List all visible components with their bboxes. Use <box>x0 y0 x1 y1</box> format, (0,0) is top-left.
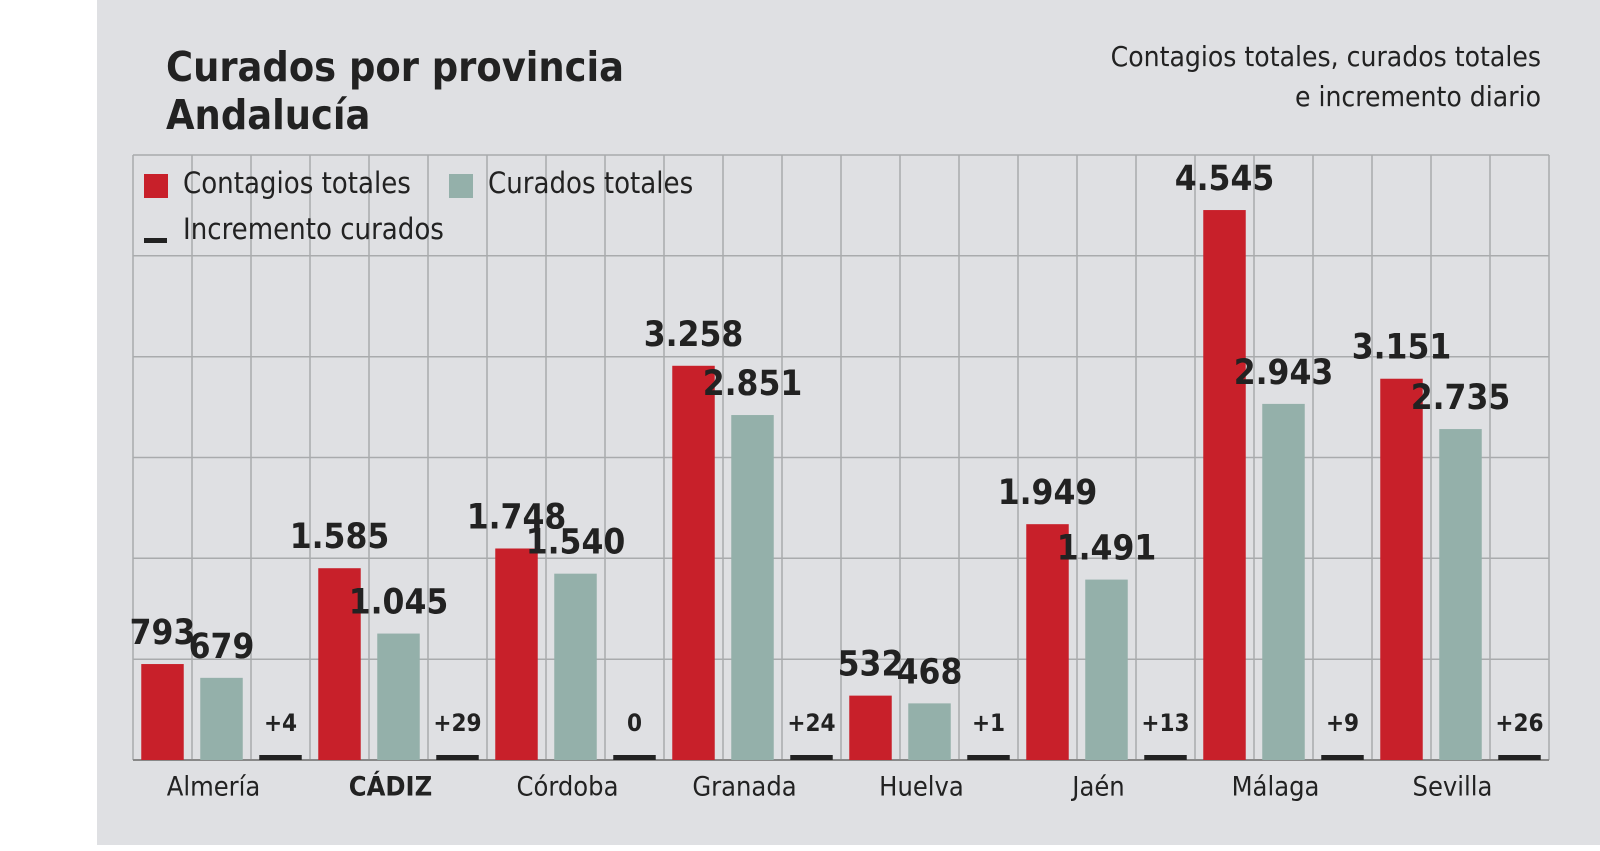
x-tick-label: Almería <box>167 772 261 803</box>
x-tick-label: CÁDIZ <box>349 771 432 803</box>
value-label: +13 <box>1141 709 1189 737</box>
increment-dash <box>1144 755 1187 760</box>
legend-label: Contagios totales <box>183 166 411 200</box>
increment-dash <box>259 755 302 760</box>
bar <box>1262 403 1305 760</box>
value-label: 679 <box>189 627 255 667</box>
x-tick-label: Huelva <box>879 772 964 803</box>
value-label: 2.851 <box>703 364 803 404</box>
value-label: 2.943 <box>1234 353 1334 393</box>
bar <box>1085 579 1128 760</box>
value-label: 4.545 <box>1175 159 1275 199</box>
bar <box>1203 210 1246 760</box>
bar <box>672 365 715 760</box>
legend-label: Curados totales <box>488 166 693 200</box>
bar <box>495 548 538 760</box>
x-tick-label: Córdoba <box>517 772 619 803</box>
legend-swatch <box>144 174 168 198</box>
bar <box>318 568 361 760</box>
bar <box>1439 429 1482 760</box>
chart-title: Andalucía <box>166 91 370 139</box>
bar <box>141 664 184 760</box>
increment-dash <box>1498 755 1541 760</box>
value-label: +29 <box>433 709 481 737</box>
value-label: 532 <box>838 645 904 685</box>
chart-title: Curados por provincia <box>166 43 624 91</box>
legend-swatch <box>449 174 473 198</box>
value-label: +9 <box>1326 709 1359 737</box>
bar <box>1380 378 1423 760</box>
value-label: 3.258 <box>644 315 744 355</box>
value-label: 0 <box>627 709 642 737</box>
increment-dash <box>613 755 656 760</box>
bar <box>200 677 243 760</box>
x-tick-label: Sevilla <box>1413 772 1493 803</box>
increment-dash <box>790 755 833 760</box>
x-tick-label: Granada <box>692 772 796 803</box>
increment-dash <box>967 755 1010 760</box>
value-label: 1.491 <box>1057 529 1157 569</box>
value-label: 1.585 <box>290 517 390 557</box>
bar <box>1026 524 1069 760</box>
bar <box>908 703 951 760</box>
x-tick-label: Málaga <box>1232 772 1320 803</box>
x-tick-label: Jaén <box>1070 772 1124 803</box>
value-label: 468 <box>897 652 963 692</box>
value-label: 1.949 <box>998 473 1098 513</box>
subtitle: e incremento diario <box>1295 80 1541 113</box>
value-label: 793 <box>130 613 196 653</box>
value-label: 1.540 <box>526 523 626 563</box>
bar <box>849 695 892 760</box>
value-label: 1.748 <box>467 497 567 537</box>
increment-dash <box>1321 755 1364 760</box>
subtitle: Contagios totales, curados totales <box>1111 40 1541 73</box>
bar <box>731 415 774 760</box>
value-label: 3.151 <box>1352 328 1452 368</box>
value-label: 2.735 <box>1411 378 1511 418</box>
legend-swatch <box>144 238 167 243</box>
value-label: +4 <box>264 709 297 737</box>
bar <box>377 633 420 760</box>
value-label: +26 <box>1495 709 1543 737</box>
value-label: 1.045 <box>349 583 449 623</box>
value-label: +1 <box>972 709 1005 737</box>
bar <box>554 573 597 760</box>
legend-label: Incremento curados <box>183 212 444 246</box>
value-label: +24 <box>787 709 835 737</box>
increment-dash <box>436 755 479 760</box>
